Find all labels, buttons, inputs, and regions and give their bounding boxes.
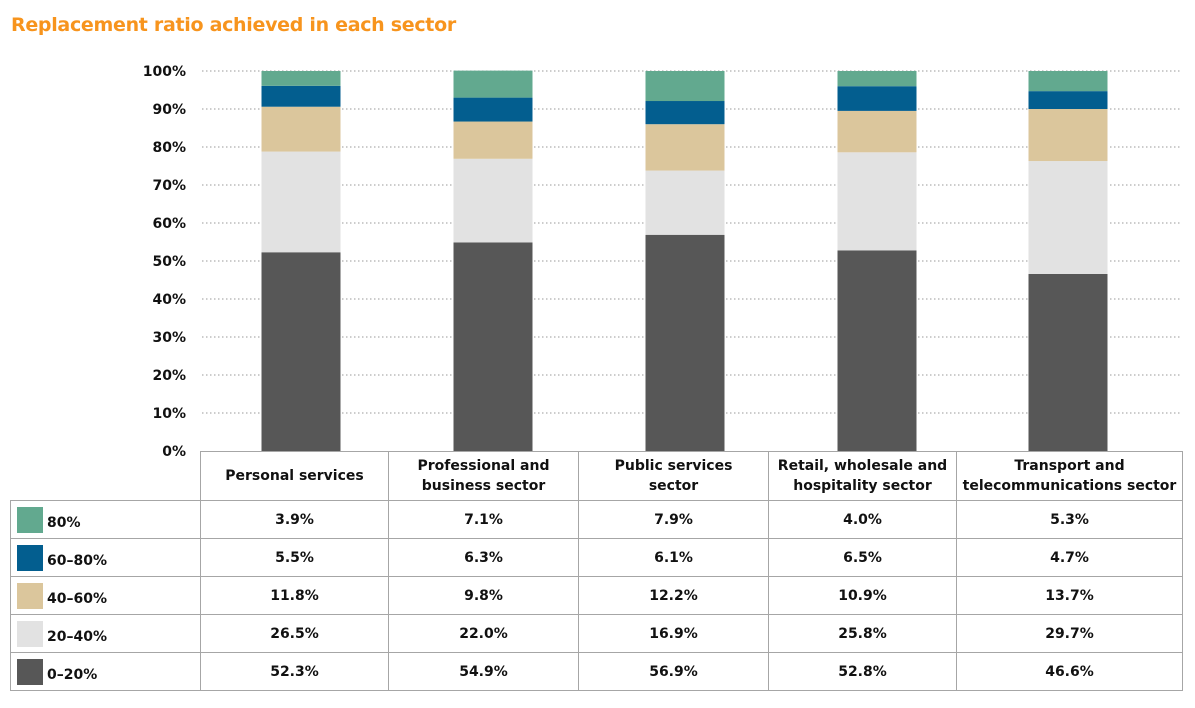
y-tick-label: 30%	[152, 330, 186, 346]
bar-segment	[645, 170, 725, 235]
category-label: Public services	[614, 458, 733, 474]
category-label: telecommunications sector	[962, 478, 1177, 494]
value-cell: 3.9%	[200, 500, 389, 539]
bar-segment	[261, 71, 341, 86]
y-tick-label: 90%	[152, 102, 186, 118]
category-header: Personal services	[200, 451, 389, 501]
value-cell: 26.5%	[200, 614, 389, 653]
value-cell: 56.9%	[578, 652, 769, 691]
stacked-bar-plot: 0%10%20%30%40%50%60%70%80%90%100%	[143, 64, 1182, 460]
legend-swatch	[17, 658, 43, 685]
legend-label: 80%	[47, 514, 81, 531]
category-header: Public services sector	[578, 451, 769, 501]
chart-title: Replacement ratio achieved in each secto…	[11, 14, 456, 36]
bar-segment	[837, 71, 917, 87]
category-header: Professional and business sector	[388, 451, 579, 501]
bar-segment	[1028, 109, 1108, 162]
y-tick-label: 50%	[152, 254, 186, 270]
value-cell: 29.7%	[956, 614, 1183, 653]
value-cell: 5.5%	[200, 538, 389, 577]
value-cell: 4.7%	[956, 538, 1183, 577]
table-row: 40–60% 11.8% 9.8% 12.2% 10.9% 13.7%	[10, 576, 1183, 615]
category-label: Professional and	[417, 458, 550, 474]
bar-segment	[837, 250, 917, 451]
bar-segment	[261, 106, 341, 152]
value-cell: 6.3%	[388, 538, 579, 577]
bar-segment	[1028, 161, 1108, 274]
value-cell: 6.1%	[578, 538, 769, 577]
legend-swatch	[17, 620, 43, 647]
y-tick-label: 60%	[152, 216, 186, 232]
legend-label: 60–80%	[47, 552, 107, 569]
value-cell: 9.8%	[388, 576, 579, 615]
bar-segment	[453, 70, 533, 98]
bar-segment	[645, 234, 725, 451]
category-label: Retail, wholesale and	[777, 458, 948, 474]
category-label: business sector	[421, 478, 546, 494]
bar-segment	[1028, 273, 1108, 451]
legend-label: 0–20%	[47, 666, 98, 683]
value-cell: 22.0%	[388, 614, 579, 653]
legend-cell: 80%	[10, 500, 201, 539]
value-cell: 54.9%	[388, 652, 579, 691]
bar-segment	[1028, 91, 1108, 109]
bar-segment	[645, 71, 725, 102]
legend-label: 40–60%	[47, 590, 107, 607]
bar-segment	[453, 242, 533, 451]
legend-swatch	[17, 582, 43, 609]
y-tick-label: 40%	[152, 292, 186, 308]
value-cell: 6.5%	[768, 538, 957, 577]
value-cell: 11.8%	[200, 576, 389, 615]
bar-segment	[261, 85, 341, 107]
legend-swatch	[17, 506, 43, 533]
category-label: sector	[648, 478, 699, 494]
y-tick-label: 70%	[152, 178, 186, 194]
legend-cell: 60–80%	[10, 538, 201, 577]
value-cell: 7.9%	[578, 500, 769, 539]
value-cell: 7.1%	[388, 500, 579, 539]
legend-label: 20–40%	[47, 628, 107, 645]
value-cell: 25.8%	[768, 614, 957, 653]
bar-segment	[453, 97, 533, 122]
legend-cell: 20–40%	[10, 614, 201, 653]
category-label: hospitality sector	[793, 478, 932, 494]
bar-segment	[453, 121, 533, 159]
category-header: Transport and telecommunications sector	[956, 451, 1183, 501]
value-cell: 16.9%	[578, 614, 769, 653]
bar-segment	[261, 252, 341, 451]
y-tick-label: 80%	[152, 140, 186, 156]
bar-segment	[261, 151, 341, 253]
bar-segment	[837, 86, 917, 111]
y-tick-label: 20%	[152, 368, 186, 384]
value-cell: 12.2%	[578, 576, 769, 615]
bar-segment	[837, 110, 917, 153]
legend-cell: 40–60%	[10, 576, 201, 615]
category-label: Personal services	[225, 468, 364, 484]
category-label: Transport and	[1014, 458, 1125, 474]
y-tick-label: 100%	[143, 64, 186, 80]
bar-segment	[645, 101, 725, 125]
value-cell: 5.3%	[956, 500, 1183, 539]
table-row: 0–20% 52.3% 54.9% 56.9% 52.8% 46.6%	[10, 652, 1183, 691]
table-row: 20–40% 26.5% 22.0% 16.9% 25.8% 29.7%	[10, 614, 1183, 653]
category-header: Retail, wholesale and hospitality sector	[768, 451, 957, 501]
legend-cell: 0–20%	[10, 652, 201, 691]
value-cell: 10.9%	[768, 576, 957, 615]
data-table: Personal services Professional and busines…	[10, 451, 1183, 691]
table-corner	[10, 451, 201, 501]
value-cell: 52.8%	[768, 652, 957, 691]
value-cell: 52.3%	[200, 652, 389, 691]
value-cell: 4.0%	[768, 500, 957, 539]
value-cell: 13.7%	[956, 576, 1183, 615]
bar-segment	[645, 124, 725, 171]
bar-segment	[453, 158, 533, 243]
table-row: 80% 3.9% 7.1% 7.9% 4.0% 5.3%	[10, 500, 1183, 539]
bar-segment	[837, 152, 917, 251]
legend-swatch	[17, 544, 43, 571]
bar-segment	[1028, 71, 1108, 92]
y-tick-label: 10%	[152, 406, 186, 422]
value-cell: 46.6%	[956, 652, 1183, 691]
table-row: 60–80% 5.5% 6.3% 6.1% 6.5% 4.7%	[10, 538, 1183, 577]
